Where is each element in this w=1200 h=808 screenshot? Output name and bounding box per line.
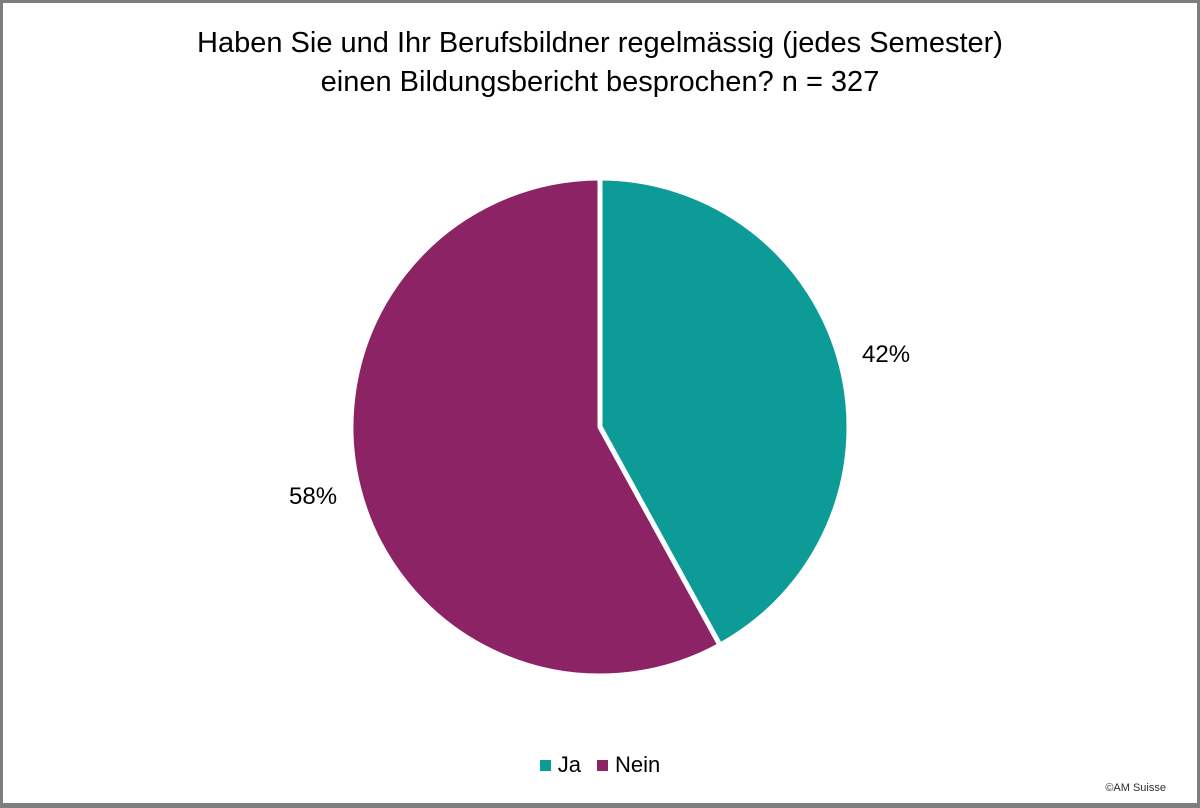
pie-value-label-ja: 42% <box>862 341 911 368</box>
pie-chart <box>345 172 855 682</box>
legend: Ja Nein <box>3 752 1197 778</box>
legend-label-nein: Nein <box>615 752 661 777</box>
chart-title: Haben Sie und Ihr Berufsbildner regelmäs… <box>197 27 1003 98</box>
legend-label-ja: Ja <box>557 752 581 777</box>
legend-item-nein: Nein <box>597 752 660 778</box>
legend-swatch-nein <box>597 759 608 771</box>
copyright-text: ©AM Suisse <box>1105 782 1166 794</box>
legend-swatch-ja <box>539 759 551 771</box>
pie-value-label-nein: 58% <box>289 483 338 510</box>
pie-slice-nein <box>348 175 723 679</box>
pie-svg <box>348 175 852 679</box>
pie-slice-ja <box>597 175 852 648</box>
legend-item-ja: Ja <box>539 752 581 778</box>
